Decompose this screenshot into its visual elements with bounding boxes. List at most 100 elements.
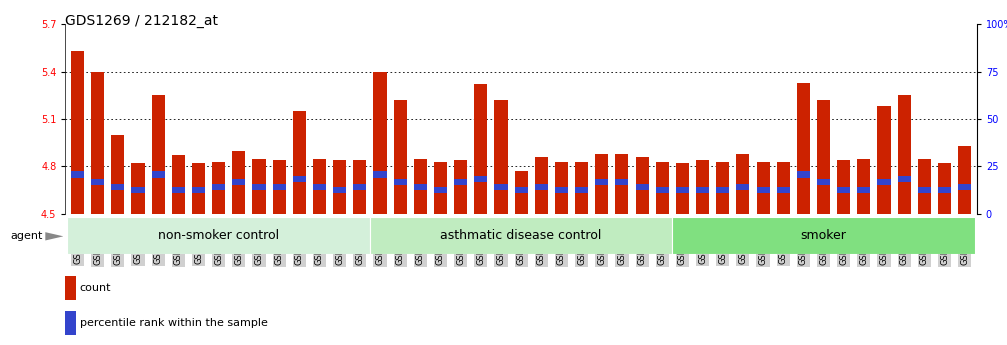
Bar — [273, 160, 286, 214]
Bar — [897, 176, 910, 182]
Bar — [192, 187, 205, 193]
Bar — [253, 159, 266, 214]
Bar — [673, 217, 975, 254]
Bar — [776, 187, 789, 193]
Bar — [897, 95, 910, 214]
Bar — [434, 187, 447, 193]
Bar — [65, 310, 76, 335]
Bar — [515, 171, 528, 214]
Bar — [837, 187, 850, 193]
Bar — [370, 217, 673, 254]
Bar — [353, 184, 367, 190]
Text: non-smoker control: non-smoker control — [158, 229, 279, 242]
Bar — [877, 179, 890, 186]
Bar — [696, 160, 709, 214]
Bar — [917, 159, 930, 214]
Bar — [374, 71, 387, 214]
Text: agent: agent — [10, 231, 42, 241]
Bar — [112, 184, 125, 190]
Text: smoker: smoker — [801, 229, 847, 242]
Bar — [595, 179, 608, 186]
Polygon shape — [45, 232, 63, 240]
Bar — [877, 106, 890, 214]
Bar — [535, 157, 548, 214]
Bar — [172, 155, 185, 214]
Bar — [353, 160, 367, 214]
Bar — [152, 95, 165, 214]
Bar — [212, 162, 226, 214]
Bar — [333, 160, 346, 214]
Bar — [756, 162, 769, 214]
Bar — [92, 179, 105, 186]
Bar — [837, 160, 850, 214]
Bar — [273, 184, 286, 190]
Bar — [656, 187, 669, 193]
Bar — [938, 187, 951, 193]
Bar — [132, 187, 145, 193]
Text: GDS1269 / 212182_at: GDS1269 / 212182_at — [65, 14, 219, 28]
Bar — [555, 187, 568, 193]
Bar — [615, 154, 628, 214]
Bar — [515, 187, 528, 193]
Bar — [676, 187, 689, 193]
Bar — [797, 171, 810, 178]
Bar — [67, 217, 370, 254]
Bar — [635, 157, 649, 214]
Bar — [716, 187, 729, 193]
Bar — [414, 184, 427, 190]
Bar — [736, 184, 749, 190]
Bar — [595, 154, 608, 214]
Bar — [716, 162, 729, 214]
Bar — [394, 100, 407, 214]
Bar — [958, 184, 971, 190]
Bar — [615, 179, 628, 186]
Bar — [494, 184, 508, 190]
Bar — [917, 187, 930, 193]
Bar — [817, 100, 830, 214]
Bar — [676, 163, 689, 214]
Bar — [152, 171, 165, 178]
Bar — [494, 100, 508, 214]
Bar — [575, 162, 588, 214]
Bar — [555, 162, 568, 214]
Bar — [374, 171, 387, 178]
Bar — [233, 179, 246, 186]
Bar — [474, 176, 487, 182]
Bar — [938, 163, 951, 214]
Bar — [414, 159, 427, 214]
Bar — [92, 71, 105, 214]
Bar — [112, 135, 125, 214]
Bar — [857, 187, 870, 193]
Bar — [817, 179, 830, 186]
Bar — [192, 163, 205, 214]
Text: count: count — [80, 284, 111, 293]
Bar — [233, 151, 246, 214]
Bar — [293, 176, 306, 182]
Text: percentile rank within the sample: percentile rank within the sample — [80, 318, 268, 328]
Bar — [313, 159, 326, 214]
Bar — [635, 184, 649, 190]
Bar — [71, 51, 85, 214]
Bar — [857, 159, 870, 214]
Bar — [454, 179, 467, 186]
Bar — [172, 187, 185, 193]
Bar — [656, 162, 669, 214]
Bar — [756, 187, 769, 193]
Bar — [797, 83, 810, 214]
Bar — [253, 184, 266, 190]
Bar — [394, 179, 407, 186]
Bar — [434, 162, 447, 214]
Bar — [132, 163, 145, 214]
Text: asthmatic disease control: asthmatic disease control — [440, 229, 602, 242]
Bar — [313, 184, 326, 190]
Bar — [575, 187, 588, 193]
Bar — [454, 160, 467, 214]
Bar — [71, 171, 85, 178]
Bar — [474, 84, 487, 214]
Bar — [65, 276, 76, 300]
Bar — [958, 146, 971, 214]
Bar — [776, 162, 789, 214]
Bar — [696, 187, 709, 193]
Bar — [535, 184, 548, 190]
Bar — [293, 111, 306, 214]
